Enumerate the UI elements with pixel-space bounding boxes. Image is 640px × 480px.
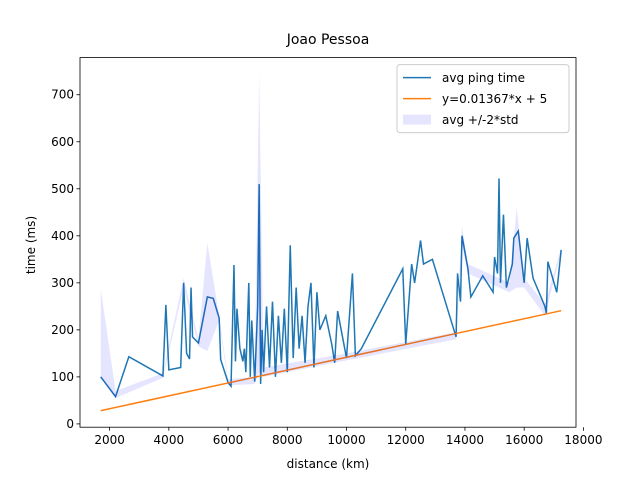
y-tick-label: 100 xyxy=(51,370,74,384)
x-tick-label: 8000 xyxy=(272,433,303,447)
legend-label: y=0.01367*x + 5 xyxy=(442,92,547,106)
x-tick-label: 16000 xyxy=(505,433,543,447)
chart-title: Joao Pessoa xyxy=(286,32,370,48)
x-tick-label: 14000 xyxy=(446,433,484,447)
x-tick-label: 6000 xyxy=(213,433,244,447)
axes-frame xyxy=(79,57,577,428)
legend-swatch xyxy=(403,114,431,125)
y-tick-label: 400 xyxy=(51,229,74,243)
series-line xyxy=(100,309,562,412)
y-tick-label: 500 xyxy=(51,182,74,196)
y-tick-label: 600 xyxy=(51,135,74,149)
x-tick-label: 2000 xyxy=(94,433,125,447)
x-tick-label: 18000 xyxy=(564,433,602,447)
y-tick-label: 0 xyxy=(66,417,74,431)
x-tick-label: 4000 xyxy=(154,433,185,447)
x-tick-label: 10000 xyxy=(327,433,365,447)
x-tick-label: 12000 xyxy=(387,433,425,447)
y-tick-label: 700 xyxy=(51,88,74,102)
y-tick-label: 300 xyxy=(51,276,74,290)
legend-label: avg +/-2*std xyxy=(442,113,519,127)
series-line xyxy=(100,178,562,399)
y-axis-label: time (ms) xyxy=(24,216,38,274)
band xyxy=(100,73,562,399)
x-axis-label: distance (km) xyxy=(287,457,370,471)
y-tick-label: 200 xyxy=(51,323,74,337)
legend-box xyxy=(396,64,570,134)
plot-area xyxy=(100,73,562,412)
legend-label: avg ping time xyxy=(442,71,525,85)
